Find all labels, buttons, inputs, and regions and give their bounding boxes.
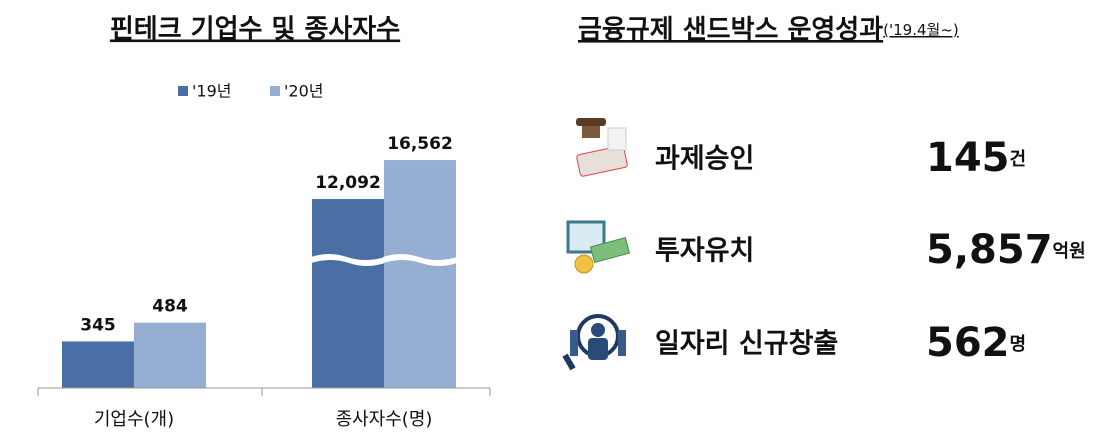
chart-title: 핀테크 기업수 및 종사자수: [110, 15, 400, 45]
bar: [62, 341, 134, 388]
bar: [134, 322, 206, 388]
stat-unit: 명: [1010, 334, 1027, 355]
stat-label: 일자리 신규창출: [655, 329, 838, 360]
stats-title: 금융규제 샌드박스 운영성과('19.4월~): [578, 15, 959, 45]
stat-label: 과제승인: [655, 144, 754, 175]
data-label: 12,092: [315, 173, 381, 193]
legend-swatch: [178, 86, 188, 96]
stat-value: 145건: [926, 135, 1026, 181]
stat-number: 5,857: [926, 227, 1053, 273]
legend-swatch: [270, 86, 280, 96]
icon-jobs: [562, 314, 626, 371]
stat-unit: 억원: [1053, 241, 1086, 262]
axis-break: [383, 254, 457, 266]
x-tick-label: 종사자수(명): [336, 409, 433, 430]
stat-value: 5,857억원: [926, 227, 1086, 273]
stats-title-text: 금융규제 샌드박스 운영성과: [578, 15, 883, 45]
data-label: 484: [152, 297, 188, 317]
stat-number: 145: [926, 135, 1010, 181]
icon-investment: [566, 220, 631, 274]
icon-approval: [576, 118, 628, 177]
stat-label: 투자유치: [655, 236, 754, 267]
stat-unit: 건: [1010, 149, 1027, 170]
stats-subtitle: ('19.4월~): [883, 21, 959, 39]
legend-label: '19년: [192, 82, 231, 101]
axis-break: [311, 254, 385, 266]
x-tick-label: 기업수(개): [94, 409, 174, 430]
bar: [384, 160, 456, 388]
data-label: 345: [80, 315, 116, 335]
legend-label: '20년: [284, 82, 323, 101]
stat-number: 562: [926, 320, 1010, 366]
stat-value: 562명: [926, 320, 1026, 366]
data-label: 16,562: [387, 134, 453, 154]
bar: [312, 199, 384, 388]
